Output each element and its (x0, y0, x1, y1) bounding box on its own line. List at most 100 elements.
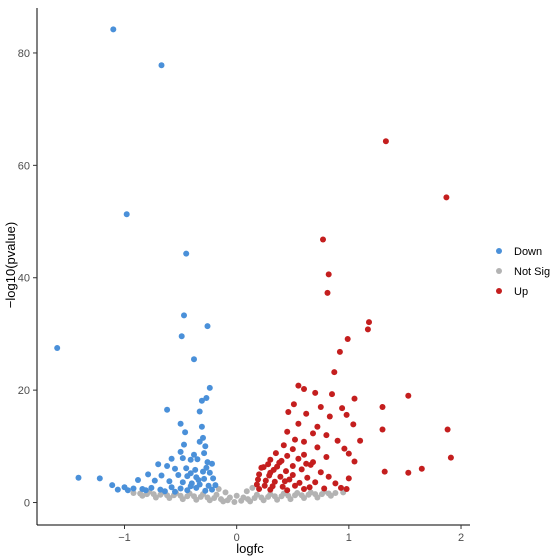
point-up (256, 471, 263, 478)
point-up (320, 236, 326, 243)
point-down (75, 474, 82, 481)
point-up (418, 465, 425, 472)
point-not-sig (314, 494, 321, 501)
point-not-sig (307, 489, 314, 496)
point-up (292, 482, 298, 489)
point-down (168, 455, 175, 462)
point-up (312, 479, 319, 486)
point-not-sig (213, 491, 220, 498)
point-up (306, 484, 313, 491)
point-down (209, 460, 215, 467)
point-up (265, 461, 272, 468)
point-down (194, 456, 201, 463)
point-up (301, 438, 307, 445)
point-down (187, 456, 194, 463)
points-layer (54, 26, 454, 505)
point-up (364, 326, 371, 333)
point-up (307, 461, 314, 468)
point-up (303, 460, 310, 467)
point-up (357, 437, 364, 444)
x-tick-label: −1 (118, 532, 131, 544)
point-up (285, 409, 292, 415)
point-down (157, 486, 164, 493)
legend-label-not-sig: Not Sig (514, 266, 550, 278)
point-down (183, 465, 190, 472)
point-down (124, 487, 131, 494)
legend-key-up (496, 288, 502, 294)
point-not-sig (301, 495, 307, 501)
point-up (443, 194, 450, 201)
point-down (210, 475, 217, 482)
point-up (321, 485, 328, 492)
point-down (206, 384, 213, 391)
point-down (191, 451, 197, 458)
point-down (191, 356, 197, 363)
point-not-sig (166, 495, 173, 501)
point-down (201, 475, 208, 482)
point-up (332, 480, 339, 487)
point-up (345, 475, 352, 482)
point-up (279, 483, 286, 490)
point-down (198, 397, 205, 404)
point-not-sig (193, 496, 200, 503)
point-down (201, 450, 208, 457)
point-down (181, 441, 187, 448)
point-down (135, 477, 141, 483)
point-up (379, 404, 386, 410)
point-not-sig (233, 492, 240, 499)
point-not-sig (243, 488, 250, 495)
point-up (301, 486, 307, 492)
x-tick-label: 0 (234, 532, 240, 544)
point-down (200, 468, 206, 475)
legend: Down Not Sig Up (496, 246, 550, 298)
point-down (114, 486, 121, 493)
point-not-sig (267, 491, 274, 498)
point-down (142, 487, 149, 494)
point-not-sig (247, 498, 254, 505)
point-up (301, 386, 307, 392)
legend-label-down: Down (514, 246, 542, 258)
point-down (177, 485, 184, 492)
point-down (187, 483, 194, 490)
point-up (276, 459, 283, 466)
point-down (192, 466, 199, 473)
point-up (324, 289, 331, 296)
point-down (206, 469, 213, 476)
point-up (284, 428, 291, 435)
point-down (187, 470, 194, 477)
point-down (109, 482, 116, 489)
point-down (196, 438, 203, 445)
point-not-sig (130, 490, 137, 496)
point-down (193, 484, 200, 491)
point-down (177, 448, 184, 455)
point-up (351, 458, 358, 465)
y-tick-label: 40 (18, 273, 30, 285)
point-not-sig (294, 490, 301, 496)
point-up (298, 466, 305, 473)
point-down (96, 475, 103, 482)
point-down (183, 250, 190, 257)
point-up (267, 469, 274, 476)
point-down (172, 465, 178, 472)
point-up (405, 469, 412, 476)
point-not-sig (274, 496, 281, 503)
point-not-sig (249, 484, 256, 491)
point-up (301, 451, 307, 458)
point-up (323, 454, 330, 460)
point-up (314, 444, 321, 451)
point-up (339, 405, 346, 412)
point-down (209, 486, 215, 493)
point-up (312, 389, 319, 396)
point-down (205, 482, 212, 489)
point-down (181, 312, 187, 319)
point-not-sig (260, 497, 267, 504)
point-down (164, 406, 171, 413)
point-down (168, 484, 175, 491)
point-down (202, 487, 209, 494)
point-down (203, 395, 210, 401)
point-up (343, 486, 350, 492)
point-up (290, 401, 297, 408)
point-up (344, 336, 351, 342)
point-up (271, 478, 278, 485)
point-up (286, 476, 293, 483)
